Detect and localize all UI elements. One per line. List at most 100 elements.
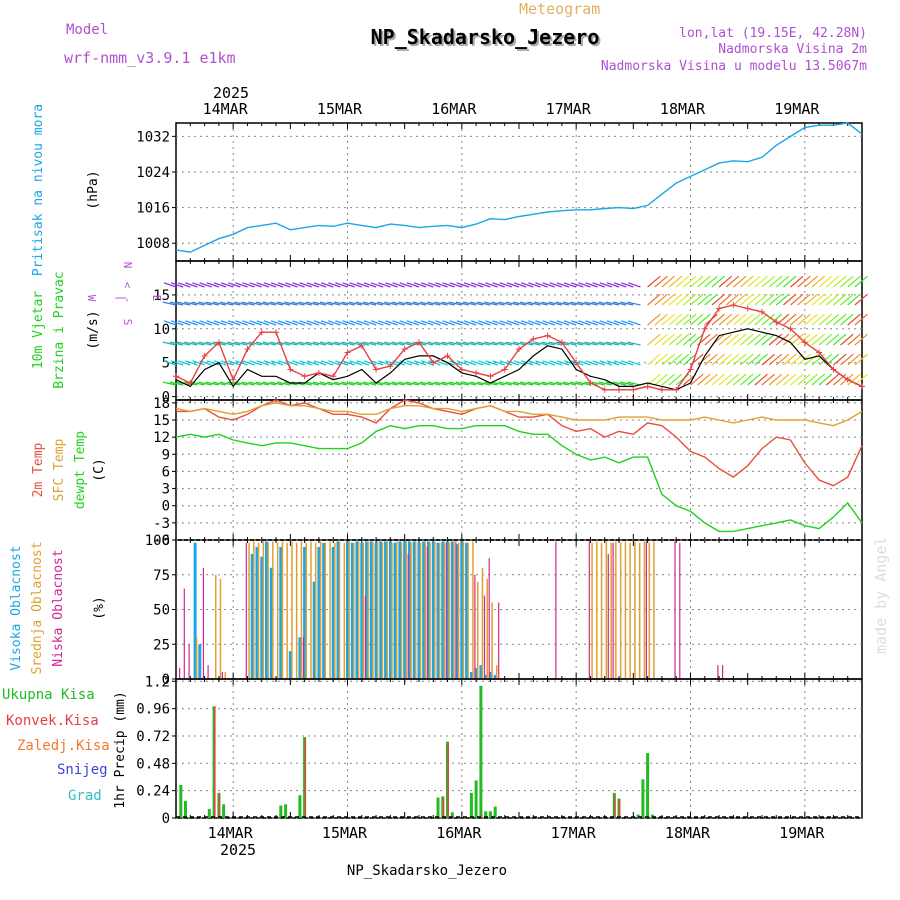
wind-arrow: [469, 381, 484, 386]
high_cloud-bar: [469, 672, 473, 679]
y-tick-label: 0: [162, 390, 170, 406]
title-shadow: NP_Skadarsko_Jezero: [373, 27, 602, 51]
high_cloud-bar: [436, 542, 440, 679]
wind-arrow: [428, 320, 441, 326]
wind-arrow: [527, 341, 541, 346]
wind-arrow: [598, 381, 613, 386]
high_cloud-bar: [388, 541, 392, 679]
wind-arrow: [335, 320, 348, 326]
wind-arrow: [768, 293, 783, 306]
high_cloud-bar: [422, 541, 426, 679]
wind-arrow: [355, 381, 370, 386]
wind-arrow: [682, 313, 697, 326]
conv_precip-bar: [218, 792, 221, 818]
wind-arrow: [747, 275, 761, 288]
wind-arrow: [262, 341, 277, 346]
mid_cloud-bar: [448, 542, 450, 679]
wind-arrow: [661, 313, 675, 326]
wind-arrow: [747, 313, 761, 326]
y-tick-label: 15: [153, 288, 170, 304]
wind-arrow: [241, 301, 255, 306]
mid_cloud-bar: [376, 541, 379, 679]
wind-arrow: [320, 360, 334, 366]
wind-arrow: [697, 293, 711, 306]
wind-arrow: [492, 282, 505, 288]
wind-arrow: [675, 313, 690, 326]
wind-arrow: [747, 333, 761, 346]
mid_cloud-bar: [429, 542, 431, 679]
wind-arrow: [542, 320, 555, 326]
total_precip-bar: [641, 779, 645, 818]
wind-arrow: [442, 320, 455, 326]
wind-arrow: [305, 381, 320, 386]
wind-arrow: [612, 341, 627, 346]
conv_precip-bar: [480, 814, 483, 818]
wind-arrow: [219, 381, 234, 386]
wind-arrow: [647, 333, 661, 346]
wind-arrow: [248, 301, 262, 306]
wind-arrow: [506, 282, 520, 288]
wind-arrow: [377, 301, 391, 306]
wind-arrow: [205, 381, 220, 386]
wind-arrow: [577, 301, 591, 306]
wind-arrow: [219, 301, 234, 306]
top-day-label: 19MAR: [774, 100, 820, 118]
mid_cloud-bar: [615, 541, 617, 679]
dewpt-line: [175, 424, 863, 533]
precip-ylabel: 1hr Precip (mm): [113, 691, 128, 808]
wind-arrow: [320, 282, 334, 288]
wind-arrow: [263, 320, 277, 326]
wind-arrow: [711, 373, 725, 386]
mid_cloud-bar: [491, 602, 493, 679]
wind-arrow: [647, 275, 661, 288]
wind-arrow: [804, 373, 818, 386]
wind-arrow: [811, 333, 825, 346]
low_cloud-bar: [183, 588, 185, 679]
wind-arrow: [413, 320, 427, 326]
wind-ylabel: 10m Vjetar: [31, 291, 46, 369]
wind-arrow: [235, 282, 248, 288]
mid_cloud-bar: [629, 542, 631, 679]
mid_cloud-bar: [610, 542, 612, 679]
high_cloud-bar: [427, 541, 430, 679]
gust-marker: [201, 352, 208, 359]
high_cloud-bar: [484, 674, 488, 679]
high_cloud-bar: [360, 542, 364, 679]
sfc-line: [175, 402, 863, 427]
total_precip-bar: [222, 804, 226, 818]
mid_cloud-bar: [457, 542, 460, 679]
y-tick-label: 100: [145, 533, 170, 549]
wind-arrow: [818, 313, 833, 326]
wind-arrow: [378, 282, 391, 288]
wind-arrow: [833, 333, 847, 346]
compass-label: S: [121, 319, 134, 326]
wind-arrow: [328, 360, 341, 366]
wind-arrow: [313, 282, 327, 288]
wind-arrow: [797, 333, 811, 346]
wind-arrow: [291, 341, 305, 346]
wind-arrow: [270, 282, 284, 288]
high_cloud-bar: [303, 547, 307, 679]
gust-marker: [244, 346, 251, 353]
compass-label: -: [121, 297, 134, 304]
wind-arrow: [249, 360, 262, 366]
high_cloud-bar: [250, 553, 254, 679]
gust-marker: [787, 325, 794, 332]
gust-marker: [587, 380, 594, 387]
wind-arrow: [327, 341, 341, 346]
wind-arrow: [505, 301, 520, 306]
wind-arrow: [548, 381, 563, 386]
wind-arrow: [797, 313, 811, 326]
high_cloud-bar: [322, 542, 326, 679]
wind-arrow: [562, 341, 577, 346]
wind-arrow: [370, 282, 384, 288]
compass-label: N: [121, 262, 134, 269]
wind-arrow: [177, 301, 191, 306]
wind-arrow: [184, 301, 198, 306]
wind-arrow: [462, 341, 477, 346]
wind-arrow: [754, 373, 768, 386]
wind-arrow: [419, 301, 434, 306]
mid_cloud-bar: [195, 637, 198, 679]
high_cloud-bar: [193, 542, 197, 679]
wind-arrow: [847, 333, 861, 346]
